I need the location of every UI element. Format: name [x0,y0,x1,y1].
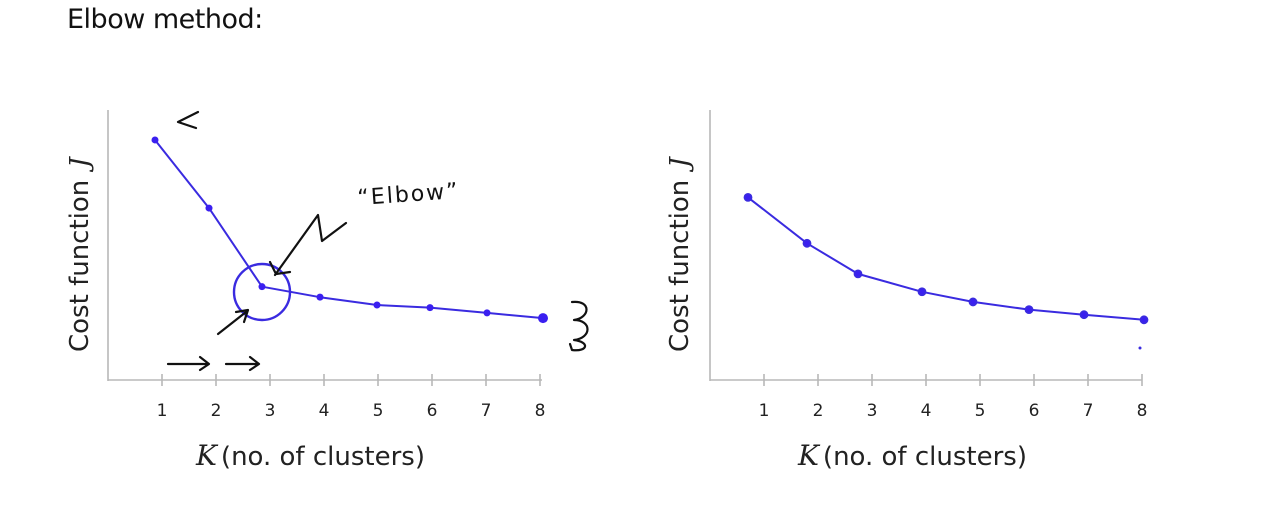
chart-left: 1 2 3 4 5 6 7 8 Cost functionJ K (no. of cluster… [65,110,589,472]
data-point [538,313,548,324]
cost-curve [154,139,544,320]
data-point [968,297,978,307]
right-arrow-icon [224,355,261,372]
x-tick-label: 7 [1083,401,1094,421]
data-point [373,301,381,309]
data-point [802,238,812,248]
x-tick-label: 6 [427,401,438,421]
data-points [743,192,1149,325]
data-point [1024,305,1034,315]
x-tick-label: 4 [319,401,330,421]
stray-dot [1138,346,1142,350]
data-point [1139,315,1149,325]
top-arrow-icon [176,110,200,130]
page-title: Elbow method: [67,4,263,35]
data-point [316,293,324,301]
x-tick-label: 5 [373,401,384,421]
elbow-label: “Elbow” [357,179,461,211]
scribble-icon [568,300,589,352]
y-axis-label: Cost functionJ [665,156,695,352]
data-point [483,309,491,317]
x-axis-label: K (no. of clusters) [797,439,1027,472]
data-point [258,283,266,291]
data-point [853,269,863,279]
x-tick-label: 1 [759,401,770,421]
x-tick-label: 2 [211,401,222,421]
x-tick-label: 7 [481,401,492,421]
x-tick-label: 3 [265,401,276,421]
x-tick-label: 2 [813,401,824,421]
x-tick-labels: 1 2 3 4 5 6 7 8 [759,401,1148,421]
x-ticks [161,374,541,386]
data-points [151,136,548,324]
chart-right: 1 2 3 4 5 6 7 8 Cost functionJ K (no. of cluster… [665,110,1149,472]
data-point [205,204,213,212]
x-tick-label: 4 [921,401,932,421]
x-tick-label: 1 [157,401,168,421]
x-tick-labels: 1 2 3 4 5 6 7 8 [157,401,546,421]
x-tick-label: 8 [535,401,546,421]
lower-arrow-icon [216,308,250,336]
x-tick-label: 6 [1029,401,1040,421]
x-tick-label: 3 [867,401,878,421]
x-axis-label: K (no. of clusters) [195,439,425,472]
elbow-arrow-icon [268,213,348,277]
data-point [1079,310,1089,320]
cost-curve [747,196,1145,321]
data-point [743,192,753,202]
elbow-circle [232,262,292,322]
x-ticks [763,374,1143,386]
y-axis-label: Cost functionJ [65,156,95,352]
data-point [917,287,927,297]
right-arrow-icon [166,355,211,372]
data-point [426,304,434,312]
elbow-annotation: “Elbow” [216,179,461,336]
data-point [151,136,159,144]
x-tick-label: 8 [1137,401,1148,421]
x-tick-label: 5 [975,401,986,421]
